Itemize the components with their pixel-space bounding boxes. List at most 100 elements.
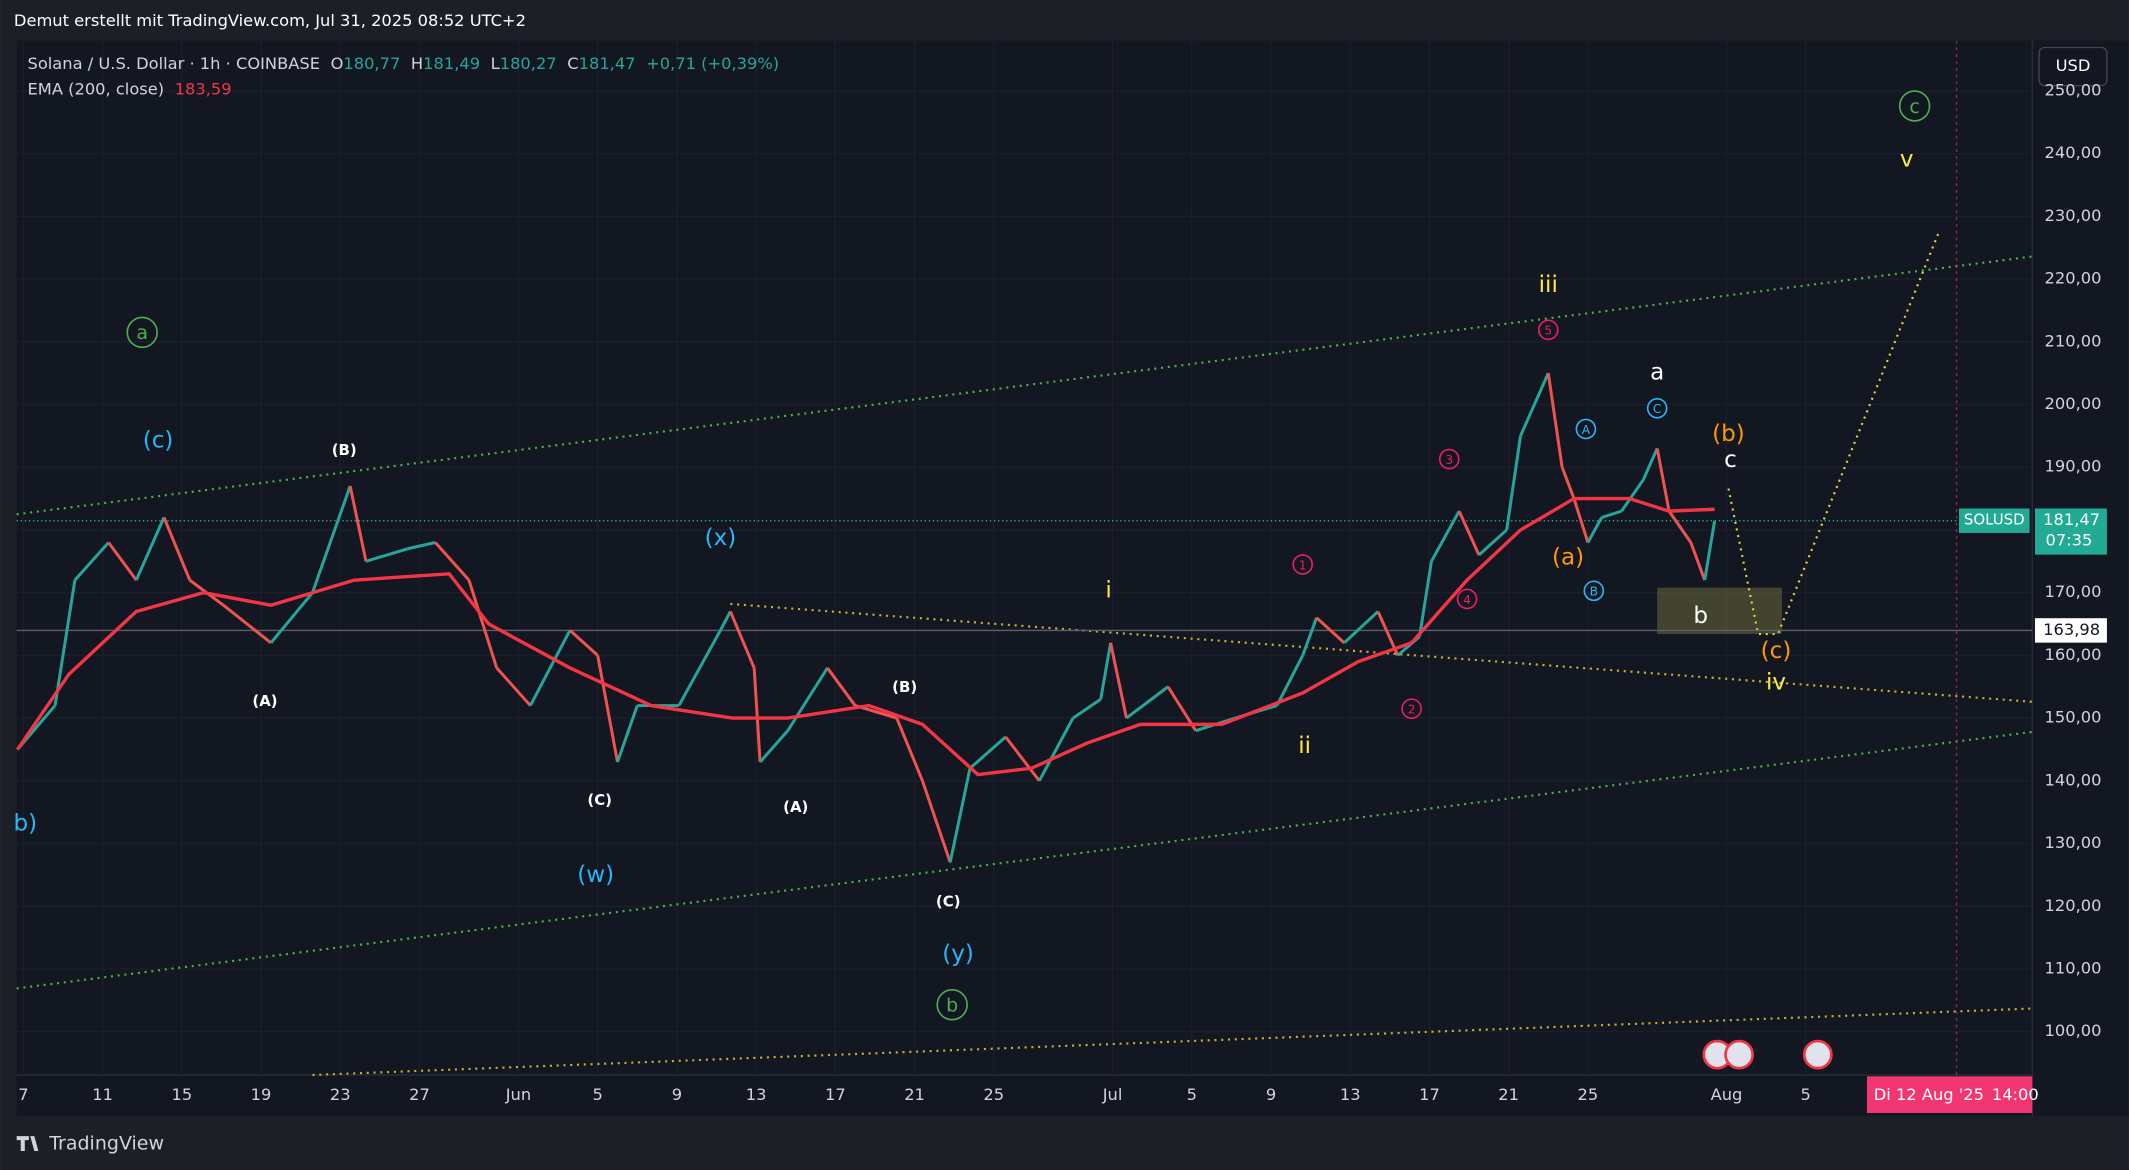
- currency[interactable]: USD: [2056, 56, 2091, 75]
- price-segment: [895, 717, 924, 782]
- ema-label: EMA (200, close): [28, 79, 165, 98]
- x-tick-label: 5: [593, 1085, 603, 1104]
- price-segment: [495, 666, 532, 707]
- open-label: O: [331, 53, 344, 72]
- currency-button[interactable]: USD: [2038, 46, 2108, 87]
- price-segment: [814, 667, 829, 688]
- price-segment: [1655, 448, 1671, 512]
- wave-label: (c): [1761, 638, 1792, 664]
- close-label: C: [567, 53, 578, 72]
- x-tick-label: 19: [251, 1085, 272, 1104]
- price-tag-label: 181,47: [2043, 510, 2100, 529]
- countdown: 07:35: [2045, 531, 2092, 550]
- price-segment: [1004, 736, 1041, 782]
- event-icon[interactable]: [1802, 1039, 1833, 1070]
- price-segment: [1072, 698, 1102, 720]
- y-tick-label: 150,00: [2045, 708, 2102, 727]
- x-tick-label: Jul: [1102, 1085, 1123, 1104]
- plot-area: [16, 40, 2033, 1075]
- x-tick-label: 7: [18, 1085, 28, 1104]
- wave-label: (c): [143, 427, 174, 453]
- wave-label: c: [1724, 447, 1737, 473]
- y-tick-label: 200,00: [2045, 394, 2102, 413]
- price-segment: [596, 655, 619, 763]
- price-segment: [1477, 528, 1508, 557]
- price-segment: [1343, 610, 1379, 644]
- legend-line: Solana / U.S. Dollar · 1h · COINBASE O18…: [28, 53, 780, 72]
- symbol-tag: [1958, 508, 2030, 533]
- wave-label: 4: [1463, 593, 1471, 607]
- wave-label: (B): [332, 441, 357, 459]
- x-tick-label: 11: [92, 1085, 113, 1104]
- price-segment: [1519, 403, 1536, 437]
- price-segment: [434, 541, 471, 582]
- x-tick-label: 9: [672, 1085, 682, 1104]
- wave-label: (C): [936, 893, 961, 911]
- event-icon[interactable]: [1724, 1039, 1755, 1070]
- x-tick-label: 15: [171, 1085, 192, 1104]
- date-tag: [1866, 1076, 2033, 1113]
- high-label: H: [411, 53, 423, 72]
- price-segment: [1641, 447, 1659, 481]
- close: 181,47: [579, 53, 636, 72]
- price-segment: [1586, 516, 1604, 544]
- wave-label: (B): [892, 678, 917, 696]
- wave-label: (x): [705, 525, 737, 551]
- price-segment: [1620, 478, 1645, 512]
- x-tick-label: Aug: [1711, 1085, 1743, 1104]
- annotation-circle: [126, 316, 158, 349]
- price-segment: [1689, 541, 1707, 581]
- y-tick-label: 220,00: [2045, 269, 2102, 288]
- wave-label: c: [1909, 96, 1919, 118]
- event-icons[interactable]: [1702, 1039, 1833, 1070]
- y-tick-label: 230,00: [2045, 206, 2102, 225]
- price-segment: [1275, 654, 1305, 707]
- logo-text: TradingView: [48, 1133, 164, 1155]
- currency-box[interactable]: [2038, 46, 2108, 87]
- price-segment: [1037, 717, 1075, 782]
- wave-label: (A): [252, 692, 277, 710]
- price-segment: [348, 485, 368, 562]
- price-segment: [1703, 520, 1717, 581]
- annotation-circle: [1401, 698, 1422, 720]
- annotation-circle: [1575, 418, 1597, 440]
- wave-label: (a): [1552, 545, 1584, 571]
- price-segment: [1418, 561, 1433, 637]
- wave-label: a: [136, 322, 148, 344]
- wave-label: i: [1105, 577, 1111, 603]
- x-tick-label: 17: [1419, 1085, 1440, 1104]
- wave-label: (b): [1712, 421, 1745, 447]
- wave-label: (C): [587, 791, 612, 809]
- price-segment: [786, 685, 817, 732]
- price-segment: [365, 547, 409, 563]
- y-tick-label: 250,00: [2045, 80, 2102, 99]
- price-segment: [73, 541, 110, 582]
- price-segment: [677, 629, 722, 707]
- y-tick-label: 190,00: [2045, 457, 2102, 476]
- y-tick-label: 120,00: [2045, 896, 2102, 915]
- price-segment: [407, 541, 436, 551]
- annotation-circle: [936, 988, 968, 1021]
- price-axis: [2032, 40, 2129, 1075]
- x-tick-label: 27: [409, 1085, 430, 1104]
- logo: TradingView: [16, 1133, 164, 1155]
- caption: Demut erstellt mit TradingView.com, Jul …: [14, 11, 526, 30]
- price-segment: [269, 591, 314, 644]
- annotation-circle: [1537, 319, 1559, 341]
- wave-label: (w): [577, 862, 614, 888]
- price-segment: [1667, 510, 1693, 544]
- x-tick-label: 17: [825, 1085, 846, 1104]
- x-tick-label: 13: [1340, 1085, 1361, 1104]
- wave-label: ii: [1298, 733, 1311, 759]
- price-segment: [1505, 435, 1523, 531]
- wave-label: 3: [1445, 453, 1453, 467]
- annotation-circle: [1646, 397, 1668, 419]
- price-segment: [1601, 509, 1622, 519]
- wave-label: 1: [1299, 558, 1307, 572]
- price-segment: [107, 541, 138, 582]
- price-segment: [1533, 372, 1550, 406]
- y-tick-label: 110,00: [2045, 958, 2102, 977]
- price-segment: [758, 729, 789, 763]
